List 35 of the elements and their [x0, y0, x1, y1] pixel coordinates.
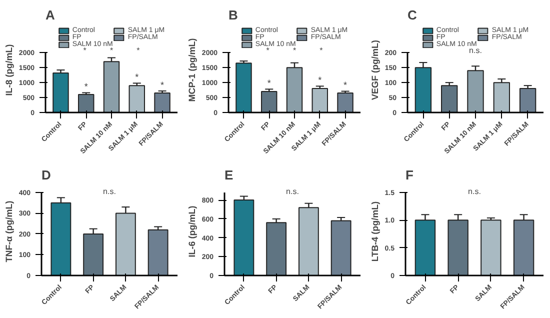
annotation: n.s. [103, 186, 116, 196]
annotation: * [83, 46, 86, 56]
bar [234, 200, 254, 276]
bar [330, 220, 352, 276]
chart-title: C [408, 8, 418, 22]
annotation: * [318, 74, 322, 85]
annotation: n.s. [286, 186, 299, 196]
y-axis-title: LTB-4 (pg/mL) [370, 201, 380, 262]
annotation: * [344, 80, 348, 90]
annotation: * [110, 46, 114, 56]
bar [266, 222, 287, 276]
bar [298, 207, 319, 276]
annotation: * [136, 46, 140, 56]
annotation: * [84, 82, 88, 92]
bar [83, 233, 104, 276]
y-axis-title: IL-6 (pg/mL) [186, 206, 197, 258]
y-axis-title: IL-8 (pg/mL) [4, 44, 14, 96]
annotation: n.s. [469, 46, 482, 56]
annotation: * [292, 46, 296, 56]
chart-title: D [42, 168, 51, 182]
annotation: n.s. [468, 186, 481, 196]
y-axis-title: VEGF (pg/mL) [370, 40, 380, 100]
annotation: * [160, 80, 165, 90]
chart-title: A [46, 8, 56, 22]
y-axis-title: TNF-α (pg/mL) [4, 200, 14, 262]
annotation: * [135, 72, 140, 82]
chart-title: F [406, 168, 414, 182]
bar [148, 229, 168, 276]
annotation: * [266, 46, 270, 56]
chart-title: B [228, 8, 238, 22]
chart-title: E [224, 168, 234, 182]
bar [50, 202, 72, 276]
annotation: * [320, 46, 323, 56]
annotation: * [267, 78, 272, 88]
y-axis-title: MCP-1 (pg/mL) [186, 38, 197, 102]
